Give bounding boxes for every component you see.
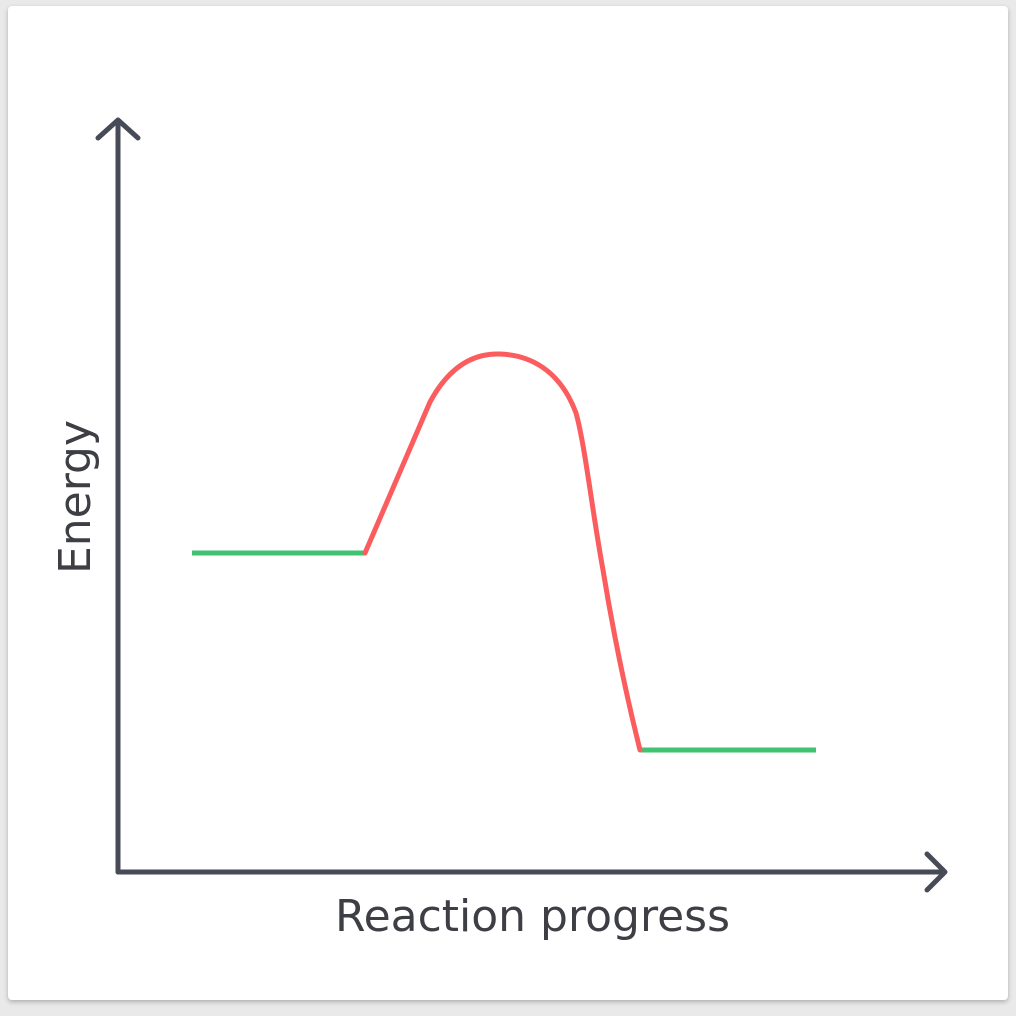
x-axis-label: Reaction progress [334,891,731,942]
y-axis-label: Energy [50,419,101,575]
diagram-card [8,6,1008,1000]
reaction-path-curve [362,351,643,753]
y-axis-arrowhead [95,117,141,141]
x-axis-arrowhead [924,851,948,893]
